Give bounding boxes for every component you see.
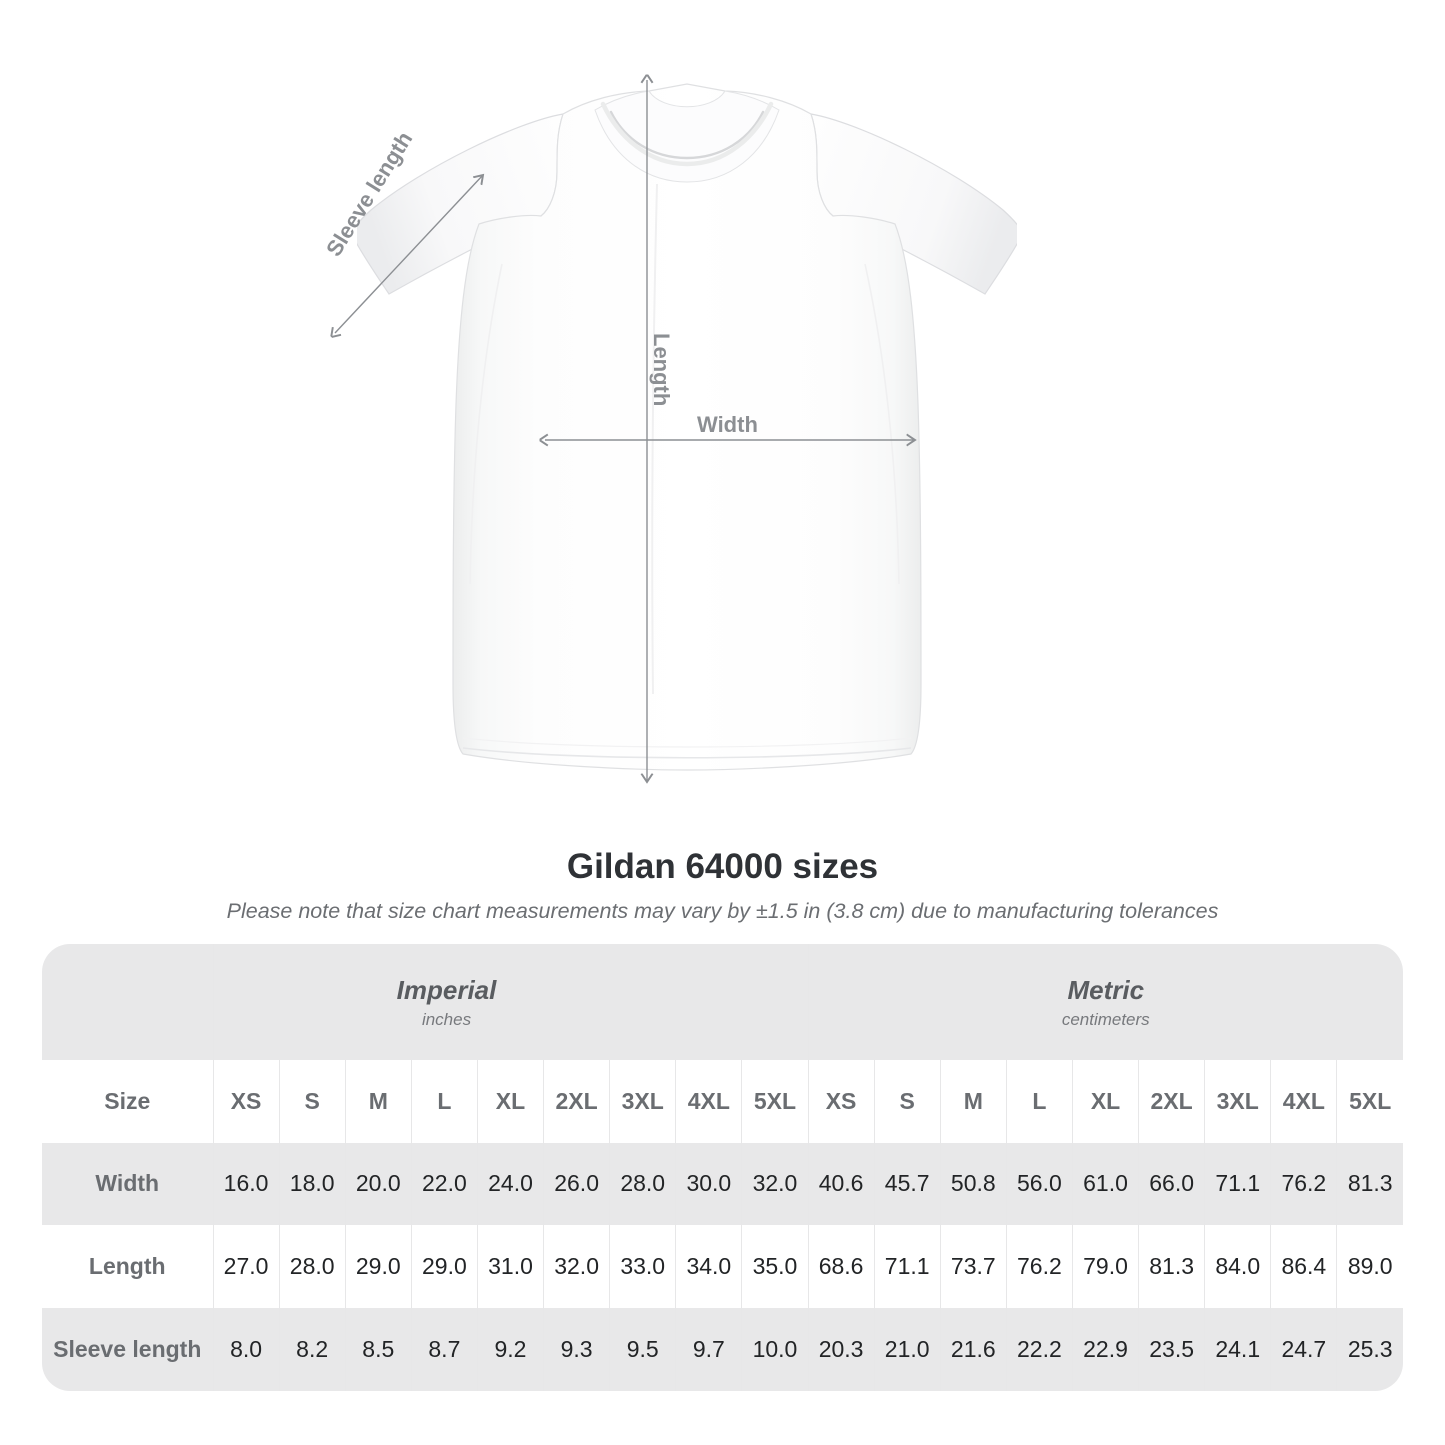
svg-text:Length: Length — [649, 333, 674, 406]
svg-text:Width: Width — [697, 412, 758, 437]
svg-text:Sleeve length: Sleeve length — [321, 127, 417, 261]
